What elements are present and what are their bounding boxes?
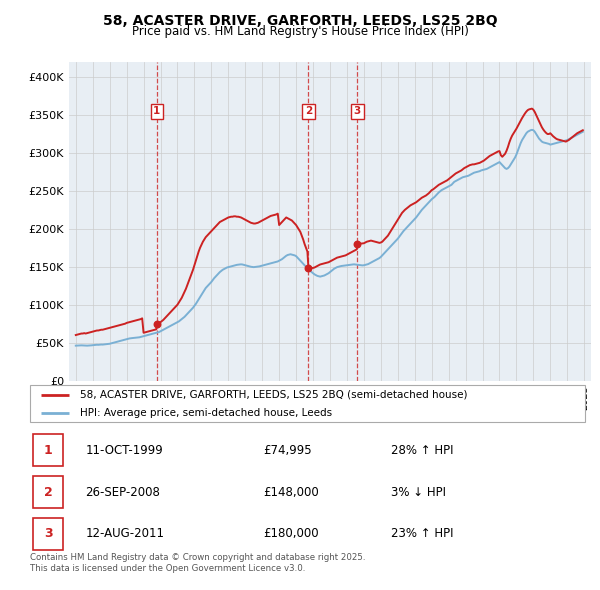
Text: 1: 1 — [44, 444, 52, 457]
Point — [152, 319, 161, 329]
Text: 28% ↑ HPI: 28% ↑ HPI — [391, 444, 453, 457]
Text: £180,000: £180,000 — [263, 527, 319, 540]
Text: 2: 2 — [44, 486, 52, 499]
Text: 3: 3 — [44, 527, 52, 540]
Text: £148,000: £148,000 — [263, 486, 319, 499]
Text: HPI: Average price, semi-detached house, Leeds: HPI: Average price, semi-detached house,… — [80, 408, 332, 418]
Point — [352, 240, 362, 249]
Text: 26-SEP-2008: 26-SEP-2008 — [86, 486, 160, 499]
Text: 3: 3 — [353, 106, 361, 116]
FancyBboxPatch shape — [33, 434, 64, 466]
Text: 2: 2 — [305, 106, 312, 116]
Point — [304, 264, 313, 273]
Text: £74,995: £74,995 — [263, 444, 312, 457]
Text: 58, ACASTER DRIVE, GARFORTH, LEEDS, LS25 2BQ (semi-detached house): 58, ACASTER DRIVE, GARFORTH, LEEDS, LS25… — [80, 390, 467, 399]
Text: Price paid vs. HM Land Registry's House Price Index (HPI): Price paid vs. HM Land Registry's House … — [131, 25, 469, 38]
Text: 11-OCT-1999: 11-OCT-1999 — [86, 444, 163, 457]
Text: 58, ACASTER DRIVE, GARFORTH, LEEDS, LS25 2BQ: 58, ACASTER DRIVE, GARFORTH, LEEDS, LS25… — [103, 14, 497, 28]
FancyBboxPatch shape — [33, 476, 64, 508]
Text: 12-AUG-2011: 12-AUG-2011 — [86, 527, 164, 540]
Text: 1: 1 — [153, 106, 160, 116]
Text: 3% ↓ HPI: 3% ↓ HPI — [391, 486, 446, 499]
FancyBboxPatch shape — [30, 385, 585, 422]
FancyBboxPatch shape — [33, 518, 64, 550]
Text: 23% ↑ HPI: 23% ↑ HPI — [391, 527, 453, 540]
Text: Contains HM Land Registry data © Crown copyright and database right 2025.
This d: Contains HM Land Registry data © Crown c… — [30, 553, 365, 573]
